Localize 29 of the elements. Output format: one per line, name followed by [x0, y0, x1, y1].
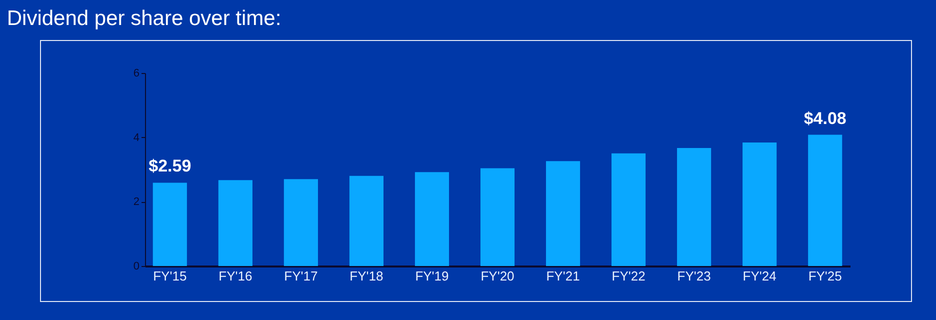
x-tick-label: FY'25 — [808, 268, 842, 284]
bar — [808, 134, 842, 266]
bar — [612, 153, 646, 266]
x-tick-label: FY'15 — [153, 268, 187, 284]
annotation: $4.08 — [804, 108, 846, 128]
y-tick-label: 2 — [133, 196, 140, 208]
x-tick-label: FY'18 — [350, 268, 384, 284]
bar — [152, 182, 187, 266]
x-tick-label: FY'24 — [742, 268, 776, 284]
bar — [284, 179, 318, 266]
x-tick-label: FY'17 — [284, 268, 318, 284]
bar — [546, 161, 580, 266]
x-tick-label: FY'20 — [480, 268, 514, 284]
y-tick-label: 4 — [133, 132, 140, 144]
x-tick-label: FY'22 — [612, 268, 646, 284]
bar — [349, 176, 384, 266]
y-tick-label: 6 — [133, 68, 140, 80]
bar — [677, 148, 712, 266]
annotation: $2.59 — [148, 156, 192, 176]
x-tick-label: FY'16 — [218, 268, 252, 284]
x-tick-label: FY'19 — [415, 268, 449, 284]
bar — [414, 172, 450, 266]
bar — [218, 180, 252, 266]
x-tick-label: FY'21 — [546, 268, 580, 284]
y-tick-label: 0 — [133, 260, 140, 272]
bar — [742, 142, 777, 266]
chart-title: Dividend per share over time: — [6, 7, 282, 30]
x-tick-label: FY'23 — [677, 268, 711, 284]
bar — [480, 168, 515, 266]
